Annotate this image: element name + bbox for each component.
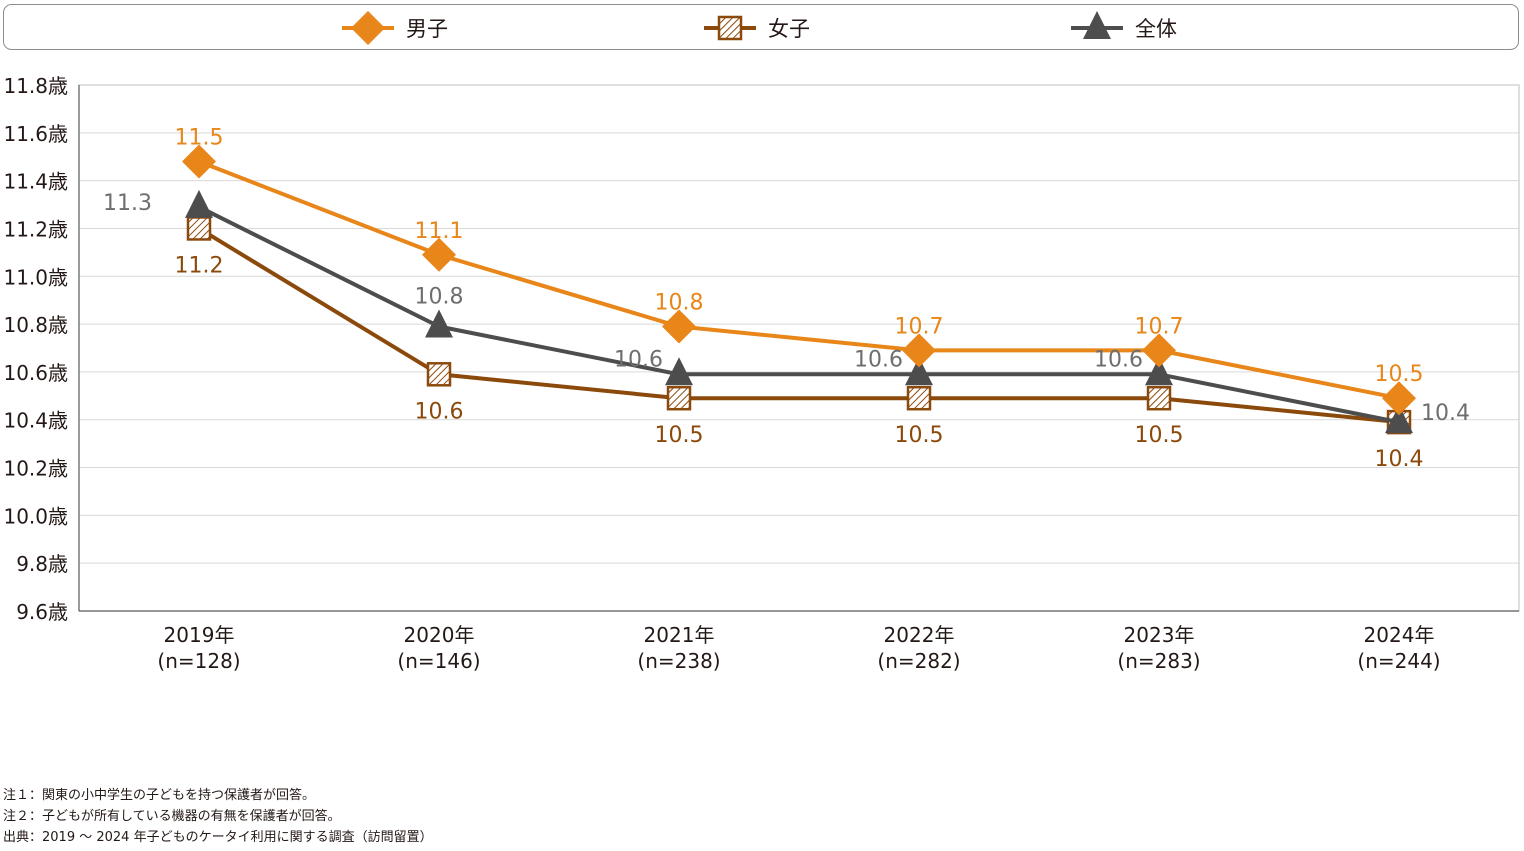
point-girls [906, 385, 932, 411]
data-label-total: 10.6 [614, 347, 663, 372]
x-tick-sample-size: (n=128) [157, 649, 240, 673]
point-boys [182, 144, 216, 179]
data-label-boys: 10.7 [895, 314, 944, 339]
footnote-1: 注１：関東の小中学生の子どもを持つ保護者が回答。 [3, 788, 316, 803]
axes: 11.8歳 11.6歳 11.4歳 11.2歳 11.0歳 10.8歳 10.6歳 10.4歳… [3, 74, 1520, 673]
point-total [1385, 405, 1413, 434]
footnote-2: 注２：子どもが所有している機器の有無を保護者が回答。 [3, 809, 341, 824]
legend-label-boys: 男子 [406, 17, 448, 41]
legend-label-total: 全体 [1135, 17, 1177, 41]
line-chart: 男子 女子 全体 11.8歳 11.6歳 11.4歳 11.2歳 11.0歳 10.8歳 10.… [3, 4, 1520, 673]
data-label-total: 11.3 [103, 191, 152, 216]
footnote-source: 出典：2019 ～ 2024 年子どものケータイ利用に関する調査（訪問留置） [3, 830, 433, 845]
data-label-boys: 10.5 [1375, 362, 1424, 387]
point-total [1145, 357, 1173, 386]
data-label-total: 10.8 [415, 284, 464, 309]
y-tick-label: 11.0歳 [3, 265, 68, 289]
y-tick-label: 11.6歳 [3, 122, 68, 146]
point-total [185, 189, 213, 218]
y-tick-label: 11.2歳 [3, 217, 68, 241]
x-tick-label: 2022年 [884, 623, 955, 647]
point-total [425, 309, 453, 338]
y-tick-label: 10.8歳 [3, 313, 68, 337]
data-label-girls: 10.5 [895, 423, 944, 448]
point-boys [422, 237, 456, 272]
point-boys [902, 333, 936, 368]
legend-marker-girls [717, 15, 743, 41]
data-label-girls: 10.5 [1135, 423, 1184, 448]
y-tick-label: 9.8歳 [16, 552, 68, 576]
x-tick-sample-size: (n=283) [1117, 649, 1200, 673]
series-line-total [198, 205, 1400, 425]
y-tick-label: 10.0歳 [3, 504, 68, 528]
point-total [905, 357, 933, 386]
series-line-girls [197, 226, 1400, 425]
legend-marker-boys [351, 11, 385, 45]
y-tick-label: 10.4歳 [3, 409, 68, 433]
series-group [182, 144, 1416, 435]
x-tick-sample-size: (n=146) [397, 649, 480, 673]
data-label-girls: 11.2 [175, 253, 224, 278]
x-tick-sample-size: (n=282) [877, 649, 960, 673]
data-label-boys: 11.5 [175, 126, 224, 151]
legend-marker-total [1083, 11, 1111, 39]
data-label-total: 10.6 [854, 347, 903, 372]
plot-area-border [78, 84, 1520, 612]
data-label-boys: 11.1 [415, 219, 464, 244]
data-label-total: 10.4 [1421, 401, 1470, 426]
point-boys [1382, 381, 1416, 416]
data-label-boys: 10.8 [655, 290, 704, 315]
data-label-girls: 10.5 [655, 423, 704, 448]
x-tick-sample-size: (n=238) [637, 649, 720, 673]
x-tick-label: 2019年 [164, 623, 235, 647]
point-boys [1142, 333, 1176, 368]
point-girls [426, 362, 452, 387]
data-label-boys: 10.7 [1135, 314, 1184, 339]
point-girls [186, 216, 212, 241]
legend-box [3, 4, 1519, 50]
point-total [665, 357, 693, 386]
y-tick-label: 10.2歳 [3, 457, 68, 481]
point-girls [1146, 385, 1172, 411]
x-tick-label: 2020年 [404, 623, 475, 647]
footnotes: 注１：関東の小中学生の子どもを持つ保護者が回答。 注２：子どもが所有している機器… [3, 785, 433, 848]
y-tick-label: 10.6歳 [3, 361, 68, 385]
gridlines [79, 84, 1519, 564]
series-line-boys [198, 159, 1400, 401]
legend: 男子 女子 全体 [3, 4, 1519, 50]
x-tick-label: 2023年 [1124, 623, 1195, 647]
data-label-girls: 10.6 [415, 399, 464, 424]
x-tick-label: 2024年 [1364, 623, 1435, 647]
legend-label-girls: 女子 [768, 17, 810, 41]
point-girls [666, 385, 692, 411]
y-tick-label: 9.6歳 [16, 600, 68, 624]
y-tick-label: 11.8歳 [3, 74, 68, 98]
data-label-total: 10.6 [1094, 347, 1143, 372]
point-boys [662, 309, 696, 344]
data-labels: 11.5 11.1 10.8 10.7 10.7 10.5 11.2 10.6 10.5 10.5… [103, 126, 1470, 473]
x-tick-label: 2021年 [644, 623, 715, 647]
y-tick-label: 11.4歳 [3, 170, 68, 194]
x-tick-sample-size: (n=244) [1357, 649, 1440, 673]
data-label-girls: 10.4 [1375, 447, 1424, 472]
